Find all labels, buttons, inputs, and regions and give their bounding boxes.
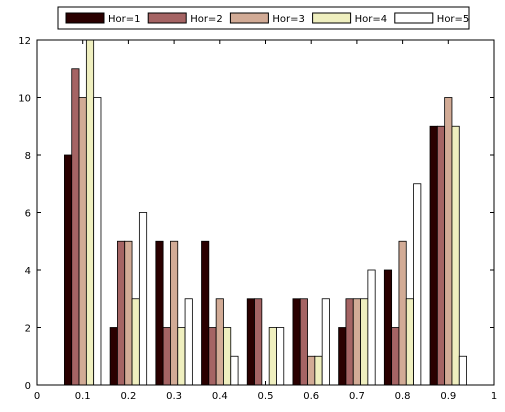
bar xyxy=(436,125,446,386)
bar xyxy=(429,125,438,386)
x-tick-label: 0.9 xyxy=(440,391,456,402)
legend-swatch xyxy=(65,12,105,24)
bar xyxy=(458,355,467,386)
bar xyxy=(413,183,422,386)
bar xyxy=(208,327,217,386)
legend-label: Hor=1 xyxy=(108,14,141,25)
legend-swatch xyxy=(229,12,269,24)
plot-background xyxy=(37,40,494,385)
bar xyxy=(299,298,308,386)
legend-label: Hor=2 xyxy=(190,14,223,25)
bar xyxy=(398,240,407,386)
bar xyxy=(223,327,232,386)
bar xyxy=(352,298,361,386)
bars-group xyxy=(64,39,467,386)
x-tick-label: 0.8 xyxy=(395,391,411,402)
bar xyxy=(138,212,148,386)
x-tick-label: 0.2 xyxy=(120,391,136,402)
bar xyxy=(124,240,133,386)
legend-swatch xyxy=(394,12,434,24)
y-tick-label: 8 xyxy=(25,151,31,162)
x-tick-label: 0.5 xyxy=(258,391,274,402)
bar xyxy=(360,298,369,386)
bar xyxy=(177,327,186,386)
x-tick-label: 0.7 xyxy=(349,391,365,402)
bar xyxy=(71,68,80,386)
legend-label: Hor=5 xyxy=(437,14,470,25)
x-tick-label: 0 xyxy=(34,391,40,402)
x-tick-label: 0.4 xyxy=(212,391,228,402)
bar xyxy=(338,327,347,386)
bar xyxy=(162,327,171,386)
x-tick-label: 0.6 xyxy=(303,391,319,402)
legend: Hor=1 Hor=2 Hor=3 Hor=4 Hor=5 xyxy=(57,6,470,30)
y-tick-label: 2 xyxy=(25,324,31,335)
bar xyxy=(383,269,393,386)
bar xyxy=(268,327,277,386)
bar xyxy=(131,298,140,386)
bar xyxy=(367,269,376,386)
bar xyxy=(314,355,323,386)
bar xyxy=(451,125,460,386)
bar xyxy=(109,327,118,386)
bar xyxy=(215,298,224,386)
bar xyxy=(64,154,73,386)
bar xyxy=(170,240,179,386)
bar xyxy=(292,298,301,386)
legend-swatch xyxy=(147,12,187,24)
bar xyxy=(78,97,87,386)
bar xyxy=(230,355,239,386)
bar xyxy=(184,298,193,386)
y-tick-label: 12 xyxy=(18,36,31,47)
y-tick-label: 0 xyxy=(25,381,31,392)
legend-label: Hor=4 xyxy=(355,14,388,25)
bar xyxy=(246,298,255,386)
bar xyxy=(345,298,354,386)
bar xyxy=(85,39,95,386)
bar xyxy=(321,298,330,386)
bar xyxy=(93,97,102,386)
y-tick-label: 6 xyxy=(25,209,31,220)
bar xyxy=(444,97,453,386)
x-tick-label: 0.1 xyxy=(75,391,91,402)
bar xyxy=(254,298,263,386)
bar xyxy=(405,298,414,386)
y-tick-label: 10 xyxy=(18,94,31,105)
y-tick-label: 4 xyxy=(25,266,31,277)
plot-frame xyxy=(36,39,495,386)
bar xyxy=(117,240,126,386)
x-tick-label: 1 xyxy=(491,391,497,402)
bar xyxy=(201,240,210,386)
bar xyxy=(276,327,285,386)
bar xyxy=(155,240,164,386)
bar xyxy=(307,355,316,386)
x-tick-label: 0.3 xyxy=(166,391,182,402)
legend-label: Hor=3 xyxy=(272,14,305,25)
legend-swatch xyxy=(312,12,352,24)
bar xyxy=(391,327,400,386)
